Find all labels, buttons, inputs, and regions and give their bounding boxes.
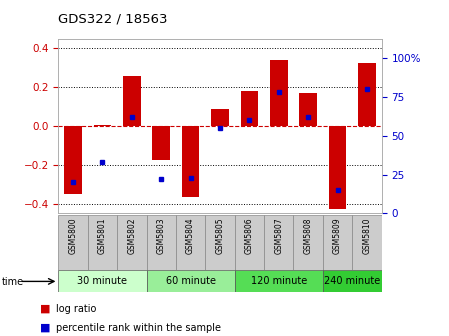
Text: GSM5801: GSM5801 (98, 218, 107, 254)
Bar (294, 215, 323, 270)
Bar (270, 60, 288, 126)
Bar (152, 126, 170, 160)
Bar (329, 126, 346, 209)
Text: time: time (2, 277, 24, 287)
Bar (235, 215, 264, 270)
Text: ■: ■ (40, 304, 51, 314)
Bar (146, 215, 176, 270)
Text: percentile rank within the sample: percentile rank within the sample (56, 323, 221, 333)
Text: 60 minute: 60 minute (166, 277, 216, 286)
Text: GSM5810: GSM5810 (362, 218, 371, 254)
Text: GSM5809: GSM5809 (333, 218, 342, 254)
Bar (299, 93, 317, 126)
Bar (88, 215, 117, 270)
Bar (123, 77, 141, 126)
Bar (235, 270, 323, 292)
Text: GSM5807: GSM5807 (274, 218, 283, 254)
Text: GSM5806: GSM5806 (245, 218, 254, 254)
Text: log ratio: log ratio (56, 304, 97, 314)
Text: GSM5805: GSM5805 (216, 218, 224, 254)
Text: GDS322 / 18563: GDS322 / 18563 (58, 12, 168, 25)
Text: GSM5804: GSM5804 (186, 218, 195, 254)
Text: GSM5800: GSM5800 (69, 218, 78, 254)
Text: GSM5803: GSM5803 (157, 218, 166, 254)
Bar (211, 109, 229, 126)
Text: GSM5802: GSM5802 (128, 218, 136, 254)
Bar (94, 125, 111, 126)
Bar (117, 215, 146, 270)
Text: 30 minute: 30 minute (78, 277, 128, 286)
Bar (205, 215, 235, 270)
Bar (146, 270, 235, 292)
Text: ■: ■ (40, 323, 51, 333)
Bar (264, 215, 294, 270)
Bar (58, 270, 146, 292)
Bar (323, 215, 352, 270)
Bar (358, 63, 376, 126)
Text: 240 minute: 240 minute (324, 277, 380, 286)
Text: GSM5808: GSM5808 (304, 218, 313, 254)
Bar (182, 126, 199, 197)
Bar (58, 215, 88, 270)
Bar (176, 215, 205, 270)
Bar (352, 215, 382, 270)
Text: 120 minute: 120 minute (251, 277, 307, 286)
Bar (64, 126, 82, 194)
Bar (323, 270, 382, 292)
Bar (241, 91, 258, 126)
